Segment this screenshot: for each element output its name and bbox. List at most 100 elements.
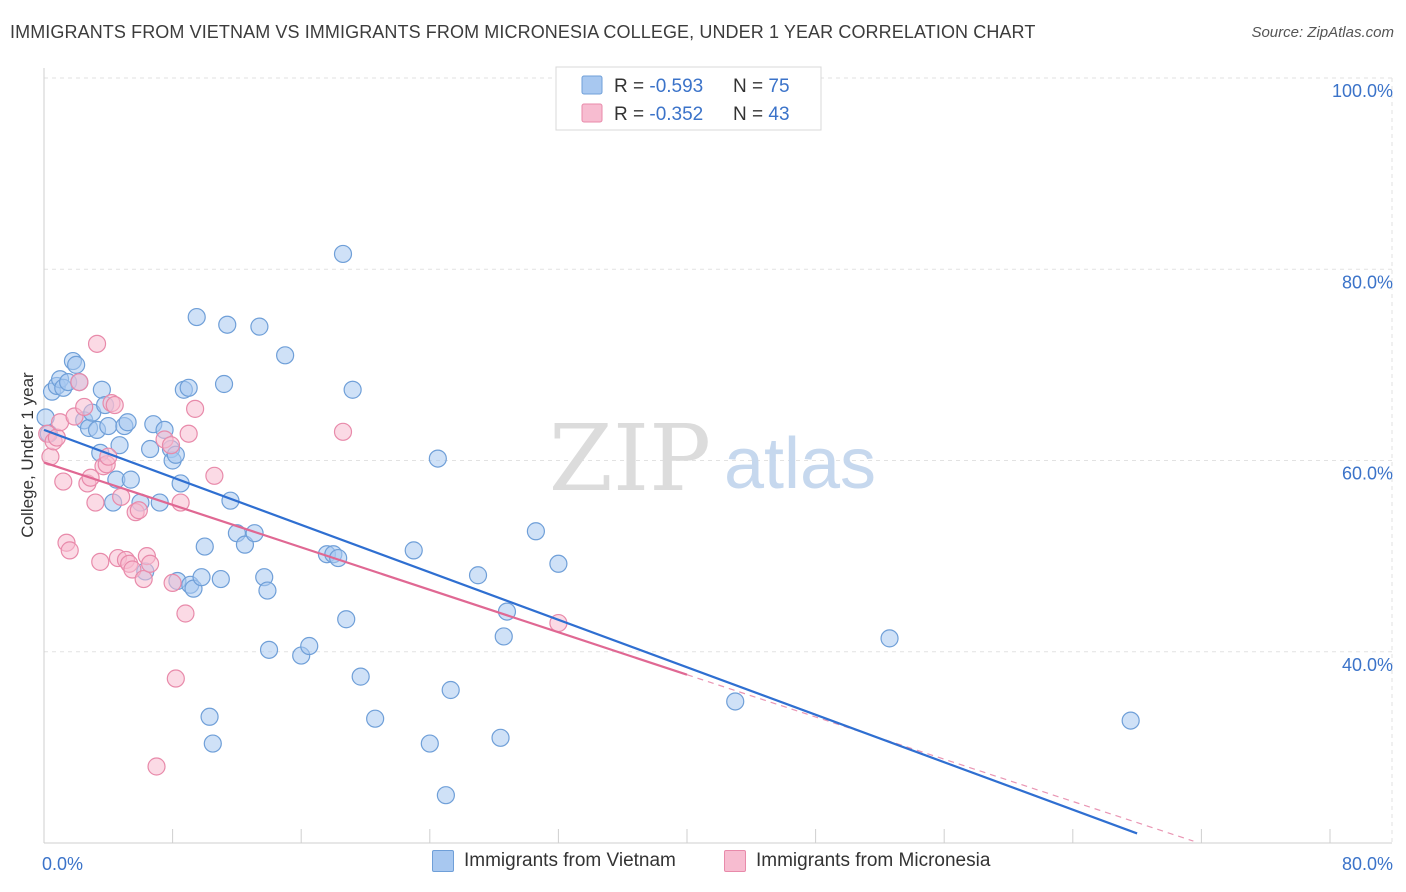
data-point-micronesia bbox=[134, 569, 153, 589]
watermark-zip: ZIP bbox=[549, 405, 711, 512]
data-point-vietnam bbox=[880, 629, 899, 648]
data-point-vietnam bbox=[404, 541, 423, 560]
data-point-vietnam bbox=[218, 315, 237, 334]
data-point-vietnam bbox=[333, 244, 353, 264]
data-point-micronesia bbox=[166, 669, 185, 688]
data-point-vietnam bbox=[351, 667, 370, 686]
svg-text:N = 43: N = 43 bbox=[733, 104, 790, 125]
data-point-vietnam bbox=[1121, 711, 1140, 730]
data-point-micronesia bbox=[147, 757, 166, 776]
legend-item-vietnam[interactable]: Immigrants from Vietnam bbox=[432, 850, 676, 872]
series-vietnam-points bbox=[36, 244, 1140, 805]
data-point-vietnam bbox=[420, 734, 439, 753]
y-tick-label: 100.0% bbox=[1332, 81, 1393, 101]
data-point-vietnam bbox=[214, 374, 234, 394]
x-tick-label: 80.0% bbox=[1342, 854, 1393, 874]
data-point-micronesia bbox=[163, 573, 182, 593]
stat-r-label: R = bbox=[614, 76, 649, 97]
data-point-vietnam bbox=[99, 416, 118, 436]
stat-n-value-vietnam: 75 bbox=[768, 76, 789, 97]
tick-labels: 100.0% 80.0% 60.0% 40.0% 0.0% 80.0% bbox=[42, 81, 1393, 874]
data-point-vietnam bbox=[187, 307, 206, 327]
y-tick-label: 40.0% bbox=[1342, 655, 1393, 675]
data-point-vietnam bbox=[366, 709, 385, 728]
data-point-vietnam bbox=[200, 707, 219, 726]
stat-n-label: N = bbox=[733, 104, 768, 125]
svg-text:R = -0.352: R = -0.352 bbox=[614, 104, 703, 125]
data-point-micronesia bbox=[54, 472, 73, 491]
data-point-vietnam bbox=[140, 439, 160, 459]
y-tick-label: 60.0% bbox=[1342, 464, 1393, 484]
data-point-vietnam bbox=[494, 627, 513, 646]
data-point-micronesia bbox=[179, 424, 198, 443]
svg-text:R = -0.593: R = -0.593 bbox=[614, 76, 703, 97]
data-point-vietnam bbox=[211, 569, 230, 589]
data-point-micronesia bbox=[129, 501, 148, 520]
legend-label-micronesia: Immigrants from Micronesia bbox=[756, 850, 991, 871]
data-point-vietnam bbox=[726, 692, 745, 711]
data-point-vietnam bbox=[192, 568, 211, 587]
data-point-micronesia bbox=[91, 552, 110, 571]
data-point-vietnam bbox=[118, 413, 137, 432]
trend-line-micronesia bbox=[43, 461, 688, 676]
data-point-vietnam bbox=[441, 680, 460, 700]
grid-lines bbox=[44, 77, 1393, 843]
data-point-micronesia bbox=[105, 395, 124, 415]
data-point-vietnam bbox=[110, 436, 129, 455]
chart-title: IMMIGRANTS FROM VIETNAM VS IMMIGRANTS FR… bbox=[10, 22, 1036, 42]
data-point-micronesia bbox=[186, 399, 205, 418]
data-point-micronesia bbox=[333, 422, 353, 441]
legend-swatch-micronesia bbox=[581, 103, 603, 123]
data-point-micronesia bbox=[161, 436, 181, 455]
legend-item-micronesia[interactable]: Immigrants from Micronesia bbox=[724, 850, 990, 872]
trend-line-micronesia-extension bbox=[686, 674, 1194, 842]
legend-swatch-vietnam bbox=[581, 75, 603, 95]
data-point-micronesia bbox=[87, 334, 107, 353]
data-point-vietnam bbox=[259, 640, 279, 659]
stat-r-value-vietnam: -0.593 bbox=[649, 76, 703, 97]
data-point-vietnam bbox=[67, 355, 86, 374]
data-point-vietnam bbox=[245, 524, 264, 543]
data-point-vietnam bbox=[195, 537, 214, 556]
data-point-micronesia bbox=[176, 604, 195, 623]
axes bbox=[43, 68, 1392, 844]
data-point-vietnam bbox=[179, 378, 198, 397]
stats-legend: R = -0.593 N = 75 R = -0.352 N = 43 bbox=[555, 66, 822, 131]
data-point-micronesia bbox=[86, 493, 105, 512]
data-point-micronesia bbox=[70, 372, 89, 392]
svg-text:N = 75: N = 75 bbox=[733, 76, 790, 97]
data-point-vietnam bbox=[203, 734, 222, 753]
y-tick-label: 80.0% bbox=[1342, 272, 1393, 292]
trend-lines bbox=[43, 428, 1194, 842]
legend-swatch-micronesia bbox=[724, 850, 746, 872]
data-point-vietnam bbox=[436, 786, 455, 805]
source-label: Source: ZipAtlas.com bbox=[1251, 24, 1394, 41]
data-point-micronesia bbox=[60, 541, 79, 560]
bottom-legend: Immigrants from Vietnam Immigrants from … bbox=[0, 850, 1406, 880]
stat-r-label: R = bbox=[614, 104, 649, 125]
trend-line-vietnam bbox=[43, 428, 1138, 835]
x-tick-label: 0.0% bbox=[42, 854, 83, 874]
stat-r-value-micronesia: -0.352 bbox=[649, 104, 703, 125]
data-point-vietnam bbox=[276, 346, 295, 365]
data-point-micronesia bbox=[205, 466, 224, 485]
stat-n-label: N = bbox=[733, 76, 768, 97]
data-point-micronesia bbox=[75, 397, 94, 417]
data-point-vietnam bbox=[337, 610, 356, 629]
legend-swatch-vietnam bbox=[432, 850, 454, 872]
y-axis-label: College, Under 1 year bbox=[18, 372, 37, 538]
data-point-vietnam bbox=[121, 470, 140, 489]
watermark-atlas: atlas bbox=[724, 424, 876, 504]
stat-n-value-micronesia: 43 bbox=[768, 104, 789, 125]
watermark: ZIP atlas bbox=[549, 405, 876, 512]
data-point-vietnam bbox=[468, 566, 488, 585]
data-point-vietnam bbox=[300, 636, 319, 656]
data-point-vietnam bbox=[549, 554, 568, 573]
data-point-vietnam bbox=[258, 581, 277, 600]
data-point-vietnam bbox=[250, 317, 269, 336]
data-point-vietnam bbox=[343, 380, 362, 399]
data-point-micronesia bbox=[140, 554, 160, 573]
data-point-vietnam bbox=[329, 548, 348, 568]
data-point-vietnam bbox=[491, 728, 510, 747]
